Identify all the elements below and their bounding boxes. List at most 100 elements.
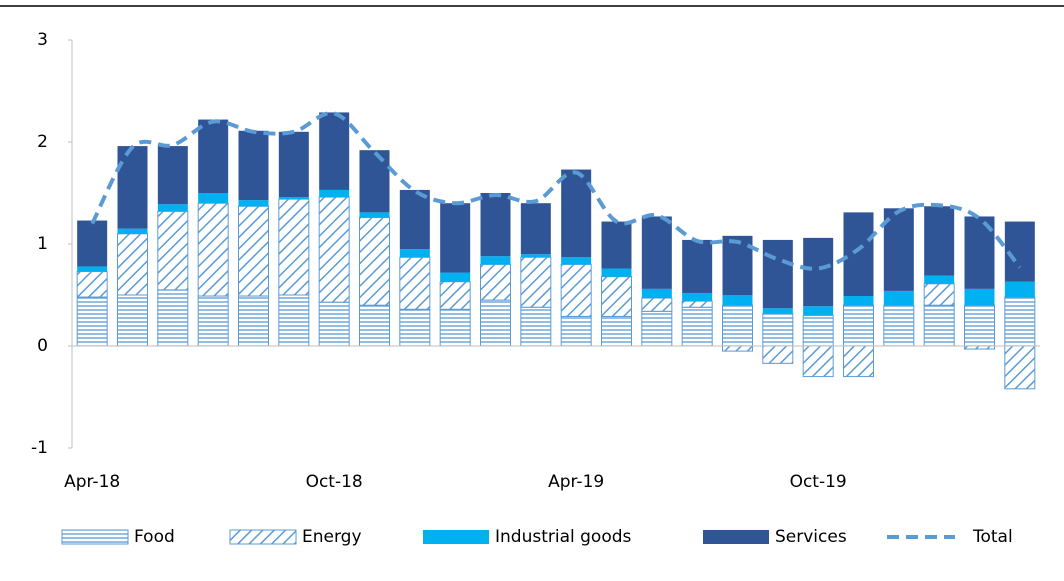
- bar-segment: [924, 275, 955, 284]
- bar-segment: [641, 310, 673, 347]
- bar-segment: [198, 193, 229, 204]
- y-tick-label: 1: [37, 234, 48, 254]
- bar-segment: [157, 204, 188, 212]
- bar-segment: [278, 198, 310, 296]
- bar-segment: [964, 288, 995, 306]
- bar-segment: [318, 301, 350, 347]
- legend-swatch: [703, 530, 769, 544]
- bar-segment: [722, 295, 753, 306]
- bar-segment: [198, 119, 229, 193]
- y-tick-label: 0: [37, 336, 48, 356]
- bar-segment: [480, 193, 511, 257]
- bar-segment: [964, 304, 995, 347]
- bar-segment: [117, 146, 148, 229]
- bar-segment: [641, 297, 673, 312]
- total-line: [90, 111, 1022, 271]
- bar-segment: [762, 312, 794, 347]
- legend-swatch: [61, 529, 129, 545]
- bar-segment: [238, 205, 269, 297]
- legend-label: Industrial goods: [495, 527, 632, 547]
- x-tick-label: Oct-19: [790, 472, 847, 492]
- bar-segment: [883, 208, 914, 291]
- bar-segment: [843, 304, 874, 347]
- bar-segment: [76, 271, 108, 298]
- bar-segment: [439, 308, 471, 347]
- bar-segment: [924, 206, 955, 276]
- bar-segment: [883, 304, 915, 347]
- bar-segment: [440, 272, 471, 282]
- bar-segment: [76, 296, 108, 347]
- bar-segment: [117, 233, 148, 296]
- x-tick-label: Apr-18: [64, 472, 120, 492]
- bar-segment: [601, 221, 632, 269]
- bar-segment: [77, 266, 108, 272]
- bar-segment: [762, 345, 794, 364]
- bar-segment: [722, 235, 753, 295]
- x-tick-label: Oct-18: [306, 472, 363, 492]
- bar-segment: [682, 239, 713, 293]
- bar-segment: [843, 212, 874, 297]
- bar-segment: [923, 283, 955, 306]
- bar-segment: [923, 304, 955, 347]
- legend-label: Food: [134, 527, 175, 547]
- y-tick-label: 3: [37, 30, 48, 50]
- bar-segment: [601, 315, 632, 347]
- bar-segment: [722, 345, 753, 352]
- bar-segment: [520, 203, 551, 255]
- y-tick-label: 2: [37, 132, 48, 152]
- bar-segment: [681, 306, 713, 347]
- bar-segment: [520, 306, 552, 347]
- bar-segment: [399, 249, 430, 258]
- bar-segment: [560, 315, 592, 347]
- bar-segment: [117, 294, 148, 347]
- y-tick-label: -1: [31, 438, 48, 458]
- bar-segment: [480, 256, 511, 265]
- bar-segment: [883, 290, 914, 306]
- bar-segment: [1004, 281, 1035, 298]
- bar-segment: [238, 130, 269, 201]
- bar-segment: [803, 306, 834, 316]
- bar-segment: [399, 308, 431, 347]
- bar-segment: [1004, 296, 1036, 347]
- bar-segment: [641, 216, 672, 289]
- bar-segment: [238, 200, 269, 207]
- bar-segment: [762, 308, 793, 314]
- legend-label: Total: [972, 527, 1013, 547]
- legend-swatch: [229, 529, 297, 545]
- bar-segment: [319, 112, 350, 190]
- bar-segment: [520, 256, 552, 308]
- legend-label: Energy: [302, 527, 362, 547]
- bar-segment: [359, 212, 390, 218]
- bar-segment: [843, 296, 874, 306]
- bar-segment: [238, 295, 269, 347]
- bar-segment: [561, 169, 592, 258]
- bar-segment: [480, 263, 511, 301]
- bar-segment: [399, 189, 430, 250]
- bar-segment: [762, 239, 793, 309]
- bar-segment: [843, 345, 874, 378]
- bar-segment: [278, 197, 309, 200]
- bar-segment: [682, 292, 713, 302]
- bar-segment: [440, 203, 471, 273]
- bar-segment: [1004, 345, 1036, 390]
- bar-segment: [399, 256, 431, 310]
- bar-segment: [803, 237, 834, 307]
- bar-segment: [197, 202, 229, 297]
- bar-segment: [641, 288, 672, 299]
- bar-segment: [520, 254, 551, 258]
- bar-segment: [278, 294, 310, 347]
- bar-segment: [157, 289, 189, 347]
- legend-swatch: [423, 530, 489, 544]
- bar-segment: [722, 304, 753, 347]
- bar-segment: [561, 257, 592, 265]
- bar-segment: [359, 304, 390, 347]
- bar-segment: [359, 150, 390, 213]
- bar-segment: [117, 228, 148, 234]
- bar-segment: [601, 276, 632, 317]
- bar-segment: [480, 299, 511, 347]
- legend-label: Services: [775, 527, 847, 547]
- bar-segment: [278, 131, 309, 198]
- bar-segment: [359, 216, 390, 306]
